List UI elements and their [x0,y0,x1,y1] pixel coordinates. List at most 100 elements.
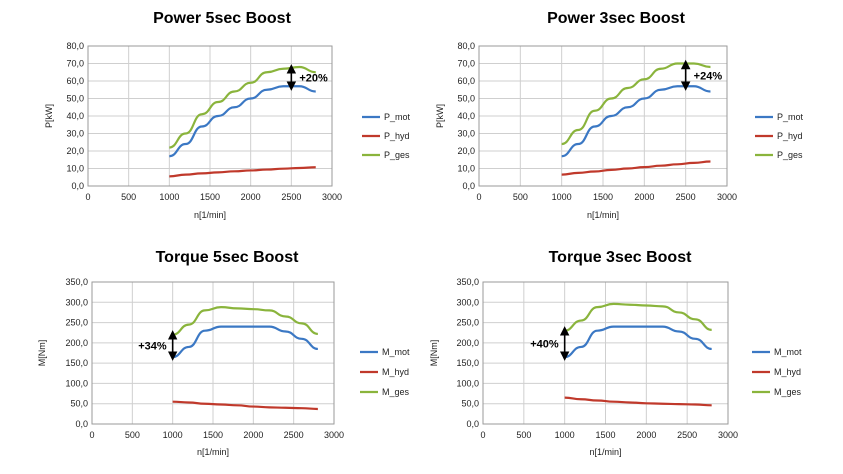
y-tick-label: 150,0 [456,358,479,368]
x-axis-label: n[1/min] [197,447,229,457]
y-tick-label: 100,0 [65,378,88,388]
series-line-p-mot [169,85,316,158]
y-tick-label: 50,0 [66,94,84,104]
y-tick-label: 20,0 [457,146,475,156]
x-axis-label: n[1/min] [587,210,619,220]
series-line-m-ges [172,306,319,336]
y-tick-label: 0,0 [75,419,88,429]
chart-panel-2: Power 3sec Boost 0,0 10,0 20,0 30,0 40,0 50,0 6… [435,10,804,220]
legend-label: P_hyd [777,131,803,141]
chart-title: Torque 3sec Boost [549,249,693,266]
legend-label: P_mot [384,112,411,122]
series-line-m-hyd [564,396,712,407]
y-tick-label: 20,0 [66,146,84,156]
plot-area [87,45,333,187]
y-tick-label: 300,0 [65,297,88,307]
x-axis-label: n[1/min] [194,210,226,220]
y-tick-label: 60,0 [66,76,84,86]
chart-title: Power 5sec Boost [153,10,292,27]
x-tick-label: 2000 [636,430,656,440]
series-line-m-mot [564,325,712,359]
series-line-p-mot [561,85,711,158]
x-tick-label: 2500 [677,430,697,440]
y-axis-label: P[kW] [435,104,445,128]
legend-label: M_hyd [382,367,409,377]
y-tick-label: 350,0 [65,277,88,287]
annotation-label: +40% [530,338,559,350]
y-tick-label: 50,0 [457,94,475,104]
x-tick-label: 1500 [203,430,223,440]
y-tick-label: 150,0 [65,358,88,368]
annotation-label: +34% [138,340,167,352]
x-tick-label: 1500 [595,430,615,440]
x-tick-label: 3000 [717,192,737,202]
plot-area [91,281,335,425]
y-tick-label: 200,0 [456,338,479,348]
legend-label: M_ges [774,387,802,397]
legend-label: M_hyd [774,367,801,377]
x-tick-label: 0 [85,192,90,202]
series-line-p-hyd [169,166,316,178]
x-tick-label: 2500 [281,192,301,202]
x-tick-label: 1000 [555,430,575,440]
x-tick-label: 500 [125,430,140,440]
x-tick-label: 0 [480,430,485,440]
x-tick-label: 1500 [200,192,220,202]
y-tick-label: 80,0 [66,41,84,51]
y-tick-label: 30,0 [457,129,475,139]
y-tick-label: 0,0 [71,181,84,191]
x-tick-label: 2000 [241,192,261,202]
y-tick-label: 50,0 [70,399,88,409]
x-tick-label: 0 [89,430,94,440]
series-line-p-hyd [561,160,711,176]
y-tick-label: 10,0 [457,164,475,174]
y-tick-label: 200,0 [65,338,88,348]
y-tick-label: 10,0 [66,164,84,174]
x-tick-label: 1500 [593,192,613,202]
y-tick-label: 0,0 [466,419,479,429]
y-tick-label: 250,0 [65,318,88,328]
chart-title: Torque 5sec Boost [156,249,300,266]
y-tick-label: 250,0 [456,318,479,328]
x-axis-label: n[1/min] [589,447,621,457]
y-tick-label: 100,0 [456,378,479,388]
y-tick-label: 0,0 [462,181,475,191]
x-tick-label: 2000 [243,430,263,440]
y-tick-label: 70,0 [66,59,84,69]
legend-label: P_mot [777,112,804,122]
y-tick-label: 300,0 [456,297,479,307]
x-tick-label: 3000 [324,430,344,440]
series-line-p-ges [169,65,316,149]
x-tick-label: 500 [513,192,528,202]
series-line-m-hyd [172,400,318,411]
x-tick-label: 500 [121,192,136,202]
x-tick-label: 500 [516,430,531,440]
chart-panel-4: Torque 3sec Boost 0,0 50,0 100,0 150,0 200,0 2… [429,249,802,457]
chart-title: Power 3sec Boost [547,10,686,27]
y-tick-label: 60,0 [457,76,475,86]
x-tick-label: 3000 [718,430,738,440]
x-tick-label: 0 [476,192,481,202]
plot-area [478,45,728,187]
chart-panel-1: Power 5sec Boost 0,0 10,0 20,0 30,0 40,0 50,0 6… [44,10,411,220]
y-tick-label: 350,0 [456,277,479,287]
y-tick-label: 40,0 [66,111,84,121]
legend-label: M_ges [382,387,410,397]
legend-label: M_mot [382,347,410,357]
x-tick-label: 2500 [284,430,304,440]
y-axis-label: M[Nm] [429,340,439,367]
annotation-label: +20% [299,73,328,85]
legend-label: M_mot [774,347,802,357]
legend-label: P_hyd [384,131,410,141]
x-tick-label: 3000 [322,192,342,202]
y-axis-label: P[kW] [44,104,54,128]
legend-label: P_ges [384,150,410,160]
series-line-m-ges [564,302,712,332]
legend-label: P_ges [777,150,803,160]
annotation-label: +24% [694,70,723,82]
chart-panel-3: Torque 5sec Boost 0,0 50,0 100,0 150,0 200,0 2… [37,249,410,457]
x-tick-label: 1000 [159,192,179,202]
y-axis-label: M[Nm] [37,340,47,367]
y-tick-label: 30,0 [66,129,84,139]
